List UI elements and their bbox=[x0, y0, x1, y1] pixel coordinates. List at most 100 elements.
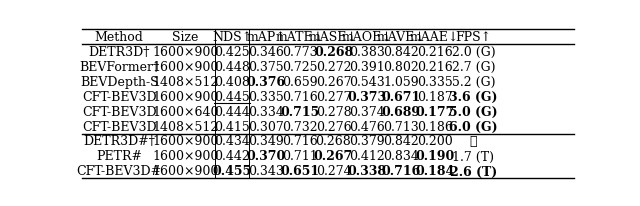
Text: 0.338: 0.338 bbox=[348, 165, 387, 178]
Text: 0.773: 0.773 bbox=[282, 45, 317, 58]
Text: CFT-BEV3D#: CFT-BEV3D# bbox=[77, 165, 162, 178]
Text: 0.346: 0.346 bbox=[248, 45, 284, 58]
Text: 5.2 (G): 5.2 (G) bbox=[452, 75, 495, 88]
Text: mATE↓: mATE↓ bbox=[276, 30, 324, 43]
Text: 0.379: 0.379 bbox=[349, 135, 385, 148]
Text: 0.375: 0.375 bbox=[248, 60, 284, 73]
Text: 0.307: 0.307 bbox=[248, 120, 284, 133]
Text: 1.059: 1.059 bbox=[383, 75, 419, 88]
Text: 0.383: 0.383 bbox=[349, 45, 385, 58]
Text: 0.268: 0.268 bbox=[316, 135, 351, 148]
Text: 0.177: 0.177 bbox=[415, 105, 454, 118]
Text: 0.543: 0.543 bbox=[349, 75, 385, 88]
Text: 1600×900: 1600×900 bbox=[152, 60, 219, 73]
Text: 0.651: 0.651 bbox=[280, 165, 319, 178]
Text: 0.268: 0.268 bbox=[314, 45, 353, 58]
Text: 1600×900: 1600×900 bbox=[152, 165, 219, 178]
Text: mASE↓: mASE↓ bbox=[309, 30, 358, 43]
Text: 2.6 (T): 2.6 (T) bbox=[450, 165, 497, 178]
Text: 0.455: 0.455 bbox=[212, 165, 252, 178]
Text: ✗: ✗ bbox=[470, 135, 477, 148]
Text: 0.412: 0.412 bbox=[349, 150, 385, 163]
Text: 0.334: 0.334 bbox=[248, 105, 284, 118]
Text: 0.716: 0.716 bbox=[282, 90, 317, 103]
Text: 0.711: 0.711 bbox=[282, 150, 317, 163]
Text: 0.689: 0.689 bbox=[381, 105, 420, 118]
Text: 0.659: 0.659 bbox=[282, 75, 317, 88]
Text: 0.842: 0.842 bbox=[383, 135, 419, 148]
Text: BEVDepth-S: BEVDepth-S bbox=[80, 75, 159, 88]
Text: NDS↑: NDS↑ bbox=[212, 30, 252, 43]
Text: mAAE↓: mAAE↓ bbox=[410, 30, 460, 43]
Text: 1408×512: 1408×512 bbox=[152, 120, 219, 133]
Text: 0.274: 0.274 bbox=[316, 165, 351, 178]
Text: 0.834: 0.834 bbox=[383, 150, 419, 163]
Text: Size: Size bbox=[172, 30, 199, 43]
Text: 3.6 (G): 3.6 (G) bbox=[449, 90, 497, 103]
Text: 1600×900: 1600×900 bbox=[152, 135, 219, 148]
Text: mAP↑: mAP↑ bbox=[246, 30, 286, 43]
Text: 0.415: 0.415 bbox=[214, 120, 250, 133]
Text: 0.374: 0.374 bbox=[349, 105, 385, 118]
Text: 0.802: 0.802 bbox=[383, 60, 419, 73]
Text: 0.444: 0.444 bbox=[214, 105, 250, 118]
Text: 0.216: 0.216 bbox=[417, 60, 452, 73]
Text: 0.184: 0.184 bbox=[415, 165, 454, 178]
Text: 0.335: 0.335 bbox=[417, 75, 452, 88]
Text: 0.713: 0.713 bbox=[383, 120, 419, 133]
Text: 0.476: 0.476 bbox=[349, 120, 385, 133]
Text: 2.7 (G): 2.7 (G) bbox=[452, 60, 495, 73]
Text: 0.267: 0.267 bbox=[314, 150, 353, 163]
Text: 0.434: 0.434 bbox=[214, 135, 250, 148]
Text: Method: Method bbox=[95, 30, 143, 43]
Text: PETR#: PETR# bbox=[96, 150, 142, 163]
Text: 0.842: 0.842 bbox=[383, 45, 419, 58]
Text: 1600×640: 1600×640 bbox=[152, 105, 219, 118]
Text: 0.278: 0.278 bbox=[316, 105, 351, 118]
Text: 0.349: 0.349 bbox=[248, 135, 284, 148]
Text: 0.716: 0.716 bbox=[282, 135, 317, 148]
Text: mAVE↓: mAVE↓ bbox=[376, 30, 426, 43]
Text: 0.445: 0.445 bbox=[214, 90, 250, 103]
Text: 0.716: 0.716 bbox=[381, 165, 420, 178]
Text: 0.267: 0.267 bbox=[316, 75, 351, 88]
Text: 0.186: 0.186 bbox=[417, 120, 452, 133]
Text: CFT-BEV3D: CFT-BEV3D bbox=[82, 120, 157, 133]
Text: 5.0 (G): 5.0 (G) bbox=[449, 105, 498, 118]
Text: 1408×512: 1408×512 bbox=[152, 75, 219, 88]
Text: DETR3D†: DETR3D† bbox=[88, 45, 150, 58]
Text: 0.376: 0.376 bbox=[246, 75, 285, 88]
Text: 1600×900: 1600×900 bbox=[152, 150, 219, 163]
Text: 1600×900: 1600×900 bbox=[152, 90, 219, 103]
Text: 0.391: 0.391 bbox=[349, 60, 385, 73]
Text: 1600×900: 1600×900 bbox=[152, 45, 219, 58]
Text: 2.0 (G): 2.0 (G) bbox=[451, 45, 495, 58]
Text: 0.671: 0.671 bbox=[381, 90, 420, 103]
Text: 0.448: 0.448 bbox=[214, 60, 250, 73]
Text: 0.200: 0.200 bbox=[417, 135, 452, 148]
Text: 1.7 (T): 1.7 (T) bbox=[452, 150, 494, 163]
Text: 0.272: 0.272 bbox=[316, 60, 351, 73]
Text: 0.343: 0.343 bbox=[248, 165, 284, 178]
Text: BEVFormer†: BEVFormer† bbox=[79, 60, 159, 73]
Text: CFT-BEV3D: CFT-BEV3D bbox=[82, 105, 157, 118]
Text: 0.370: 0.370 bbox=[246, 150, 285, 163]
Text: 0.425: 0.425 bbox=[214, 45, 250, 58]
Text: DETR3D#†: DETR3D#† bbox=[83, 135, 155, 148]
Text: 0.335: 0.335 bbox=[248, 90, 284, 103]
Text: mAOE↓: mAOE↓ bbox=[342, 30, 392, 43]
Text: 0.373: 0.373 bbox=[348, 90, 387, 103]
Text: CFT-BEV3D: CFT-BEV3D bbox=[82, 90, 157, 103]
Text: 0.715: 0.715 bbox=[280, 105, 319, 118]
Text: 0.408: 0.408 bbox=[214, 75, 250, 88]
Text: 0.725: 0.725 bbox=[282, 60, 317, 73]
Text: 0.216: 0.216 bbox=[417, 45, 452, 58]
Text: 0.276: 0.276 bbox=[316, 120, 351, 133]
Text: 0.190: 0.190 bbox=[415, 150, 454, 163]
Text: 6.0 (G): 6.0 (G) bbox=[449, 120, 498, 133]
Text: 0.187: 0.187 bbox=[417, 90, 452, 103]
Text: 0.442: 0.442 bbox=[214, 150, 250, 163]
Text: 0.732: 0.732 bbox=[282, 120, 317, 133]
Text: 0.277: 0.277 bbox=[316, 90, 351, 103]
Text: FPS↑: FPS↑ bbox=[455, 30, 492, 43]
